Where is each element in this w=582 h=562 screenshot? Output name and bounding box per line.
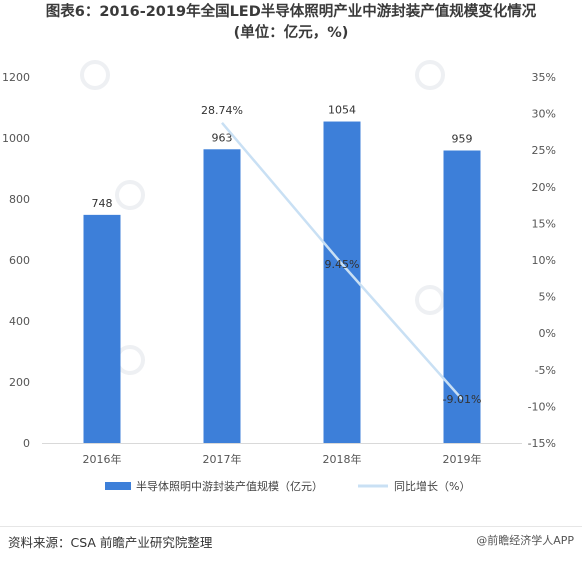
- right-y-tick-label: 20%: [532, 181, 556, 194]
- bar-2018年: [323, 121, 361, 443]
- right-y-tick-label: 5%: [539, 291, 556, 304]
- left-y-axis: 0 200 400 600 800 1000 1200: [2, 71, 30, 450]
- footer-divider: [0, 526, 582, 527]
- left-y-tick-label: 1000: [2, 132, 30, 145]
- bar-data-label: 748: [92, 197, 113, 210]
- bar-2016年: [83, 214, 121, 443]
- watermark-group: [80, 60, 445, 375]
- watermark-logo: [115, 180, 145, 210]
- legend: 半导体照明中游封装产值规模（亿元） 同比增长（%）: [105, 479, 470, 493]
- x-tick-label: 2019年: [443, 452, 482, 466]
- chart-title: 图表6：2016-2019年全国LED半导体照明产业中游封装产值规模变化情况 (…: [0, 2, 582, 44]
- left-y-tick-label: 800: [9, 193, 30, 206]
- right-y-tick-label: 15%: [532, 217, 556, 230]
- legend-bar-label: 半导体照明中游封装产值规模（亿元）: [136, 479, 323, 493]
- x-tick-label: 2016年: [83, 452, 122, 466]
- right-y-tick-label: -15%: [528, 437, 556, 450]
- watermark-logo: [415, 60, 445, 90]
- source-note: 资料来源：CSA 前瞻产业研究院整理: [8, 535, 213, 550]
- line-series: 28.74% 9.45% -9.01%: [201, 104, 481, 406]
- line-data-label: -9.01%: [443, 393, 482, 406]
- bar-series: 748 963 1054 959: [83, 104, 481, 443]
- bar-2017年: [203, 149, 241, 443]
- left-y-tick-label: 1200: [2, 71, 30, 84]
- bar-2019年: [443, 150, 481, 443]
- watermark-logo: [80, 60, 110, 90]
- right-y-tick-label: -5%: [535, 364, 556, 377]
- right-y-tick-label: 35%: [532, 71, 556, 84]
- left-y-tick-label: 400: [9, 315, 30, 328]
- x-axis: 2016年 2017年 2018年 2019年: [42, 443, 522, 466]
- growth-line: [221, 122, 463, 400]
- brand-label: @前瞻经济学人APP: [476, 534, 574, 547]
- right-y-tick-label: 30%: [532, 108, 556, 121]
- bar-data-label: 963: [212, 131, 233, 144]
- chart-title-line1: 图表6：2016-2019年全国LED半导体照明产业中游封装产值规模变化情况: [45, 4, 537, 20]
- left-y-tick-label: 0: [23, 437, 30, 450]
- left-y-tick-label: 600: [9, 254, 30, 267]
- legend-bar-swatch: [105, 482, 131, 490]
- right-y-tick-label: 0%: [539, 327, 556, 340]
- right-y-tick-label: 10%: [532, 254, 556, 267]
- left-y-tick-label: 200: [9, 376, 30, 389]
- watermark-logo: [115, 345, 145, 375]
- chart-area: 0 200 400 600 800 1000 1200 -15% -10% -5% 0% 5% 10%…: [2, 60, 556, 493]
- line-data-label: 9.45%: [325, 258, 360, 271]
- right-y-tick-label: 25%: [532, 144, 556, 157]
- line-data-label: 28.74%: [201, 104, 243, 117]
- chart-title-line2: (单位：亿元，%): [233, 25, 349, 41]
- x-tick-label: 2017年: [203, 452, 242, 466]
- bar-data-label: 959: [452, 133, 473, 146]
- x-tick-label: 2018年: [323, 452, 362, 466]
- right-y-axis: -15% -10% -5% 0% 5% 10% 15% 20% 25% 30% 35%: [528, 71, 556, 450]
- watermark-logo: [415, 285, 445, 315]
- legend-line-label: 同比增长（%）: [394, 479, 470, 493]
- bar-data-label: 1054: [328, 104, 356, 117]
- right-y-tick-label: -10%: [528, 400, 556, 413]
